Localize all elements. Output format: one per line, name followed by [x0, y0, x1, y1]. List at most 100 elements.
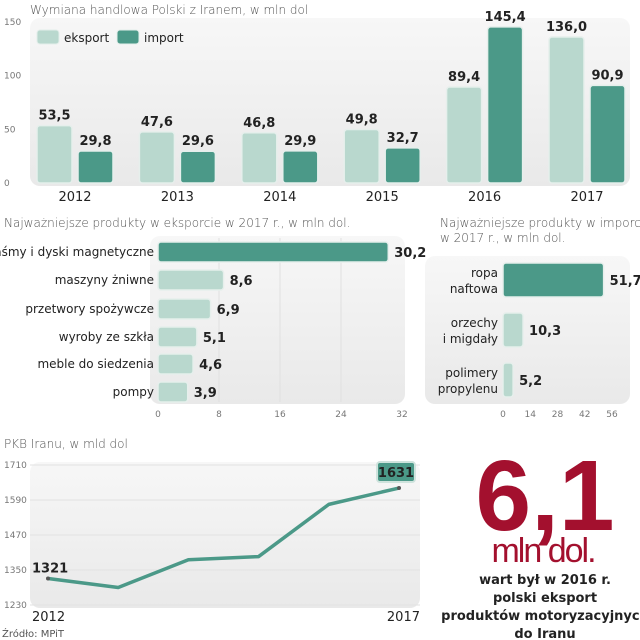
- bar-3: [157, 326, 198, 348]
- x-tick-label: 42: [579, 410, 590, 420]
- y-tick-label: 0: [4, 179, 10, 189]
- x-tick-label: 24: [335, 410, 347, 420]
- data-label: 46,8: [243, 116, 275, 131]
- gdp-chart: PKB Iranu, w mld dol 1230 1350 1470 1590 1710…: [4, 437, 420, 625]
- bar-0: [502, 262, 605, 298]
- callout-value: 6,1: [475, 440, 614, 552]
- data-label: 8,6: [230, 274, 253, 289]
- y-tick-label: 1350: [4, 566, 27, 576]
- data-label: 51,7: [610, 274, 640, 289]
- x-tick-label: 8: [216, 410, 222, 420]
- legend-label-eksport: eksport: [64, 31, 109, 45]
- bar-0: [157, 241, 390, 263]
- y-tick-label: 1230: [4, 601, 27, 611]
- data-label-last: 1631: [378, 466, 414, 481]
- bar-import-2012: [77, 150, 114, 184]
- y-tick-label: 1710: [4, 461, 27, 471]
- data-label: 4,6: [199, 358, 222, 373]
- chart-title: Najważniejsze produkty w eksporcie w 201…: [4, 216, 350, 230]
- category-label: wyroby ze szkła: [59, 330, 154, 344]
- category-label: ropa: [471, 266, 498, 280]
- data-label: 145,4: [485, 10, 526, 25]
- bar-2: [502, 362, 514, 398]
- category-label: propylenu: [438, 382, 498, 396]
- data-label: 136,0: [546, 20, 587, 35]
- x-tick-label: 2014: [263, 190, 296, 205]
- category-label: meble do siedzenia: [37, 357, 154, 371]
- data-label: 10,3: [529, 324, 561, 339]
- y-tick-label: 150: [4, 18, 21, 28]
- category-label: pompy: [113, 385, 154, 399]
- data-label: 29,9: [284, 134, 316, 149]
- chart-title: Wymiana handlowa Polski z Iranem, w mln …: [30, 3, 308, 17]
- category-label: polimery: [445, 366, 498, 380]
- data-label: 5,2: [519, 374, 542, 389]
- legend-swatch-eksport: [36, 29, 60, 45]
- data-label: 5,1: [203, 331, 226, 346]
- callout-text: do Iranu: [514, 627, 575, 640]
- bar-eksport-2015: [343, 128, 380, 184]
- bar-eksport-2012: [36, 124, 73, 184]
- data-label: 3,9: [194, 386, 217, 401]
- y-tick-label: 1590: [4, 496, 27, 506]
- trade-chart: Wymiana handlowa Polski z Iranem, w mln …: [4, 3, 630, 205]
- x-tick-label: 16: [274, 410, 286, 420]
- legend-label-import: import: [144, 31, 184, 45]
- data-label: 30,2: [394, 246, 426, 261]
- callout-text: produktów motoryzacyjnych: [441, 609, 640, 624]
- data-label-first: 1321: [32, 561, 68, 576]
- x-tick-label: 28: [552, 410, 564, 420]
- chart-title: w 2017 r., w mln dol.: [440, 231, 565, 245]
- y-tick-label: 100: [4, 72, 21, 82]
- category-label: taśmy i dyski magnetyczne: [0, 245, 154, 259]
- category-label: i migdały: [443, 332, 498, 346]
- bar-eksport-2016: [445, 86, 483, 184]
- chart-title: PKB Iranu, w mld dol: [4, 437, 128, 451]
- y-tick-label: 50: [4, 125, 16, 135]
- x-tick-label: 0: [500, 410, 506, 420]
- category-label: orzechy: [451, 316, 498, 330]
- data-label: 90,9: [591, 68, 623, 83]
- bar-2: [157, 298, 212, 320]
- series-line: [47, 486, 400, 590]
- x-tick-label: 2017: [387, 610, 420, 625]
- category-label: naftowa: [450, 282, 498, 296]
- x-tick-label: 0: [155, 410, 161, 420]
- bar-1: [502, 312, 524, 348]
- x-tick-label: 2017: [570, 190, 603, 205]
- x-tick-label: 56: [606, 410, 618, 420]
- source: Źródło: MPiT: [2, 627, 65, 640]
- bar-import-2014: [282, 150, 319, 184]
- x-tick-label: 2013: [161, 190, 194, 205]
- y-tick-label: 1470: [4, 531, 27, 541]
- bar-5: [157, 381, 189, 403]
- data-label-box: [376, 461, 416, 484]
- x-tick-label: 14: [525, 410, 537, 420]
- bar-eksport-2014: [241, 132, 278, 184]
- x-tick-label: 2015: [366, 190, 399, 205]
- data-label: 47,6: [141, 115, 173, 130]
- data-label: 32,7: [387, 131, 419, 146]
- bar-4: [157, 353, 194, 375]
- callout-unit: mln dol.: [491, 532, 594, 570]
- category-label: maszyny żniwne: [55, 273, 154, 287]
- data-point: [46, 576, 50, 581]
- data-label: 49,8: [346, 113, 378, 128]
- bar-import-2013: [179, 150, 217, 184]
- bar-eksport-2013: [138, 131, 176, 184]
- bar-import-2017: [589, 84, 626, 184]
- data-label: 53,5: [38, 109, 70, 124]
- legend-swatch-import: [116, 29, 140, 45]
- data-point: [397, 486, 401, 491]
- x-tick-label: 2012: [58, 190, 91, 205]
- callout-text: wart był w 2016 r.: [479, 573, 611, 588]
- chart-title: Najważniejsze produkty w imporcie: [440, 216, 640, 230]
- x-tick-label: 2016: [468, 190, 501, 205]
- bar-import-2015: [384, 147, 421, 184]
- x-tick-label: 2012: [32, 610, 65, 625]
- data-label: 29,8: [79, 134, 111, 149]
- bar-1: [157, 269, 225, 291]
